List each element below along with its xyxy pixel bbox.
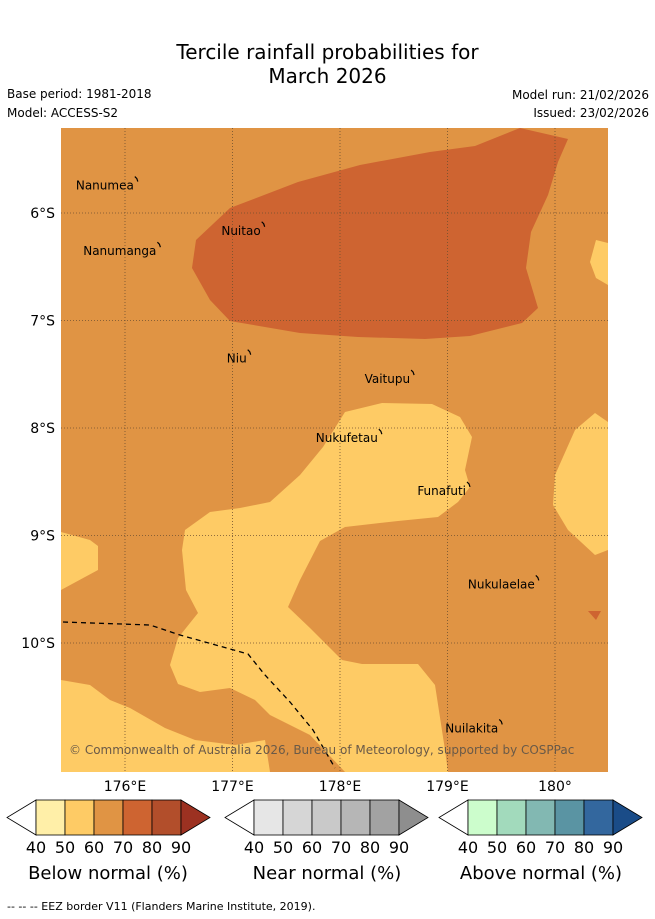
eez-border — [62, 621, 336, 769]
colorbar-tick-label: 40 — [458, 838, 478, 857]
latitude-tick-label: 8°S — [30, 421, 55, 437]
colorbar-tick-label: 80 — [360, 838, 380, 857]
colorbar-extension-low — [438, 799, 469, 836]
colorbar-swatch — [311, 799, 342, 836]
colorbar-swatch — [122, 799, 153, 836]
copyright-text: © Commonwealth of Australia 2026, Bureau… — [69, 743, 574, 757]
island-outline — [247, 349, 252, 355]
colorbar-swatch — [64, 799, 95, 836]
colorbar-tick-label: 50 — [55, 838, 75, 857]
colorbar-tick-label: 40 — [26, 838, 46, 857]
place-label: Funafuti — [417, 484, 466, 498]
below-normal-50-60-region — [170, 403, 472, 772]
colorbar-tick-label: 60 — [516, 838, 536, 857]
colorbar-swatch — [467, 799, 498, 836]
latitude-tick-label: 6°S — [30, 206, 55, 222]
issued-date: Issued: 23/02/2026 — [533, 106, 649, 120]
colorbar-below: 40 50 60 70 80 90 — [6, 799, 211, 857]
base-period: Base period: 1981-2018 — [7, 87, 152, 101]
probability-field — [61, 128, 608, 772]
longitude-tick-label: 179°E — [426, 779, 469, 795]
latitude-tick-label: 10°S — [21, 636, 55, 652]
island-outline — [261, 221, 266, 227]
below-normal-50-60-region — [61, 532, 98, 590]
colorbar-tick-label: 60 — [84, 838, 104, 857]
longitude-tick-label: 176°E — [104, 779, 147, 795]
longitude-tick-label: 180° — [538, 779, 572, 795]
island-outline — [134, 176, 139, 182]
below-normal-70-80-region — [192, 128, 568, 339]
colorbar-above-label: Above normal (%) — [459, 863, 623, 884]
colorbar-swatch — [151, 799, 182, 836]
colorbar-swatch — [496, 799, 527, 836]
colorbar-tick-label: 80 — [574, 838, 594, 857]
below-normal-70-80-region — [588, 611, 601, 620]
colorbar-above: 40 50 60 70 80 90 — [438, 799, 643, 857]
place-label: Nanumanga — [83, 244, 156, 258]
island-outline — [466, 481, 471, 488]
colorbar-extension-high — [612, 799, 643, 836]
below-normal-50-60-region — [61, 680, 270, 772]
colorbar-extension-low — [224, 799, 255, 836]
colorbar-swatch — [369, 799, 400, 836]
colorbar-tick-label: 70 — [545, 838, 565, 857]
place-label: Nanumea — [76, 179, 134, 193]
colorbar-tick-label: 60 — [302, 838, 322, 857]
colorbar-swatch — [35, 799, 66, 836]
colorbar-tick-label: 90 — [171, 838, 191, 857]
colorbar-tick-label: 80 — [142, 838, 162, 857]
colorbar-tick-label: 40 — [244, 838, 264, 857]
place-label: Nukufetau — [316, 431, 378, 445]
place-label: Nuitao — [221, 224, 260, 238]
latitude-tick-label: 9°S — [30, 529, 55, 545]
island-outline — [535, 575, 540, 581]
colorbar-tick-label: 90 — [389, 838, 409, 857]
colorbar-tick-label: 50 — [273, 838, 293, 857]
colorbar-tick-label: 50 — [487, 838, 507, 857]
island-outline — [156, 241, 161, 248]
below-normal-50-60-region — [590, 240, 608, 285]
colorbar-tick-label: 70 — [331, 838, 351, 857]
colorbar-swatch — [554, 799, 585, 836]
map-title-line1: Tercile rainfall probabilities for — [176, 40, 479, 64]
below-normal-50-60-region — [553, 413, 608, 555]
colorbar-swatch — [282, 799, 313, 836]
colorbar-swatch — [583, 799, 614, 836]
island-markers: Nanumea Nuitao Nanumanga Niu Vaitupu Nukufeta… — [76, 176, 540, 735]
colorbar-extension-high — [398, 799, 429, 836]
colorbar-tick-label: 70 — [113, 838, 133, 857]
colorbar-swatch — [253, 799, 284, 836]
colorbar-group: 40 50 60 70 80 90 40 50 60 70 80 90 40 50 60 70 80 90 — [6, 799, 643, 857]
graticule — [61, 128, 608, 772]
model-name: Model: ACCESS-S2 — [7, 106, 119, 120]
latitude-tick-label: 7°S — [30, 314, 55, 330]
colorbar-extension-high — [180, 799, 211, 836]
place-label: Nukulaelae — [468, 577, 535, 591]
colorbar-extension-low — [6, 799, 37, 836]
map-title-line2: March 2026 — [268, 64, 387, 88]
longitude-ticks: 176°E 177°E 178°E 179°E 180° — [104, 779, 572, 795]
island-outline — [378, 428, 383, 435]
colorbar-below-label: Below normal (%) — [28, 863, 188, 884]
colorbar-swatch — [93, 799, 124, 836]
longitude-tick-label: 178°E — [319, 779, 362, 795]
latitude-ticks: 6°S 7°S 8°S 9°S 10°S — [21, 206, 55, 652]
colorbar-near-label: Near normal (%) — [252, 863, 402, 884]
colorbar-tick-label: 90 — [603, 838, 623, 857]
place-label: Niu — [227, 352, 247, 366]
eez-footnote: -- -- -- EEZ border V11 (Flanders Marine… — [7, 900, 316, 913]
longitude-tick-label: 177°E — [211, 779, 254, 795]
place-label: Nuilakita — [445, 721, 498, 735]
colorbar-swatch — [340, 799, 371, 836]
colorbar-swatch — [525, 799, 556, 836]
model-run-date: Model run: 21/02/2026 — [511, 88, 649, 102]
colorbar-near: 40 50 60 70 80 90 — [224, 799, 429, 857]
island-outline — [498, 719, 503, 725]
place-label: Vaitupu — [365, 372, 411, 386]
island-outline — [410, 369, 415, 376]
